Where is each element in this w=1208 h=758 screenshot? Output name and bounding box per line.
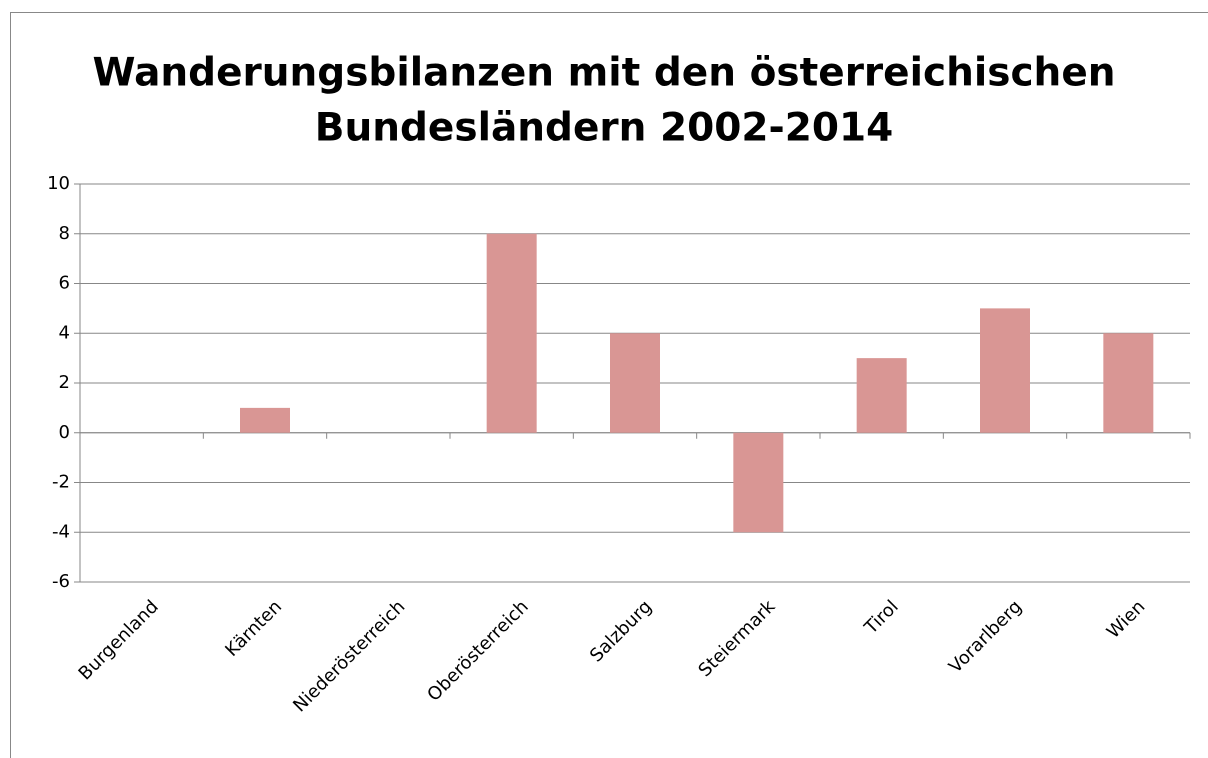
bar [980,308,1030,433]
x-tick-label: Vorarlberg [945,596,1026,677]
y-tick-label: 4 [59,322,70,343]
y-tick-label: 6 [59,273,70,294]
chart-frame [10,12,1208,758]
y-tick-label: -2 [52,472,70,493]
x-tick-label: Kärnten [221,596,286,661]
chart-title: Bundesländern 2002-2014 [315,106,894,151]
chart-title: Wanderungsbilanzen mit den österreichisc… [92,51,1115,96]
y-tick-label: 2 [59,372,70,393]
bar [610,333,660,433]
x-tick-label: Steiermark [694,596,779,681]
x-tick-label: Burgenland [75,596,163,684]
y-tick-label: 0 [59,422,70,443]
bar [1103,333,1154,433]
x-tick-label: Wien [1103,596,1150,643]
y-tick-label: -4 [52,521,70,542]
x-tick-label: Salzburg [586,596,656,666]
bar [856,358,907,433]
x-tick-label: Tirol [860,596,903,639]
bar [486,233,537,433]
y-tick-label: -6 [52,571,70,592]
bar [240,407,290,433]
x-tick-label: Niederösterreich [289,596,409,716]
x-tick-label: Oberösterreich [423,596,532,705]
y-tick-label: 8 [59,223,70,244]
bar [733,432,784,533]
y-tick-label: 10 [47,173,70,194]
